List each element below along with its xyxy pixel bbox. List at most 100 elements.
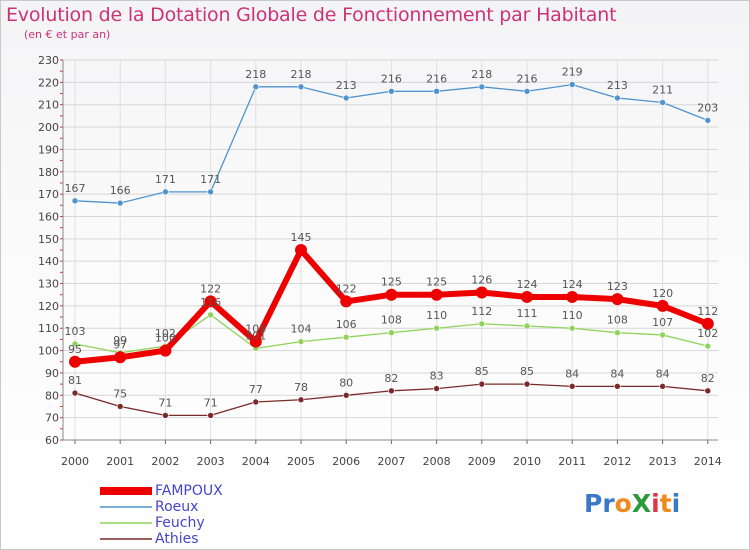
data-point-fampoux-2007	[385, 288, 398, 301]
data-label-roeux-2012: 213	[607, 79, 628, 92]
data-point-fampoux-2014	[701, 317, 714, 330]
data-point-fampoux-2008	[430, 288, 443, 301]
data-point-roeux-2012	[614, 94, 621, 102]
x-tick-label-2014: 2014	[694, 455, 722, 468]
legend-label-athies: Athies	[155, 531, 199, 547]
logo-letter: t	[659, 489, 672, 518]
logo-letter: i	[651, 489, 660, 518]
data-point-fampoux-2010	[521, 290, 533, 303]
data-point-roeux-2006	[342, 94, 350, 102]
data-point-athies-2014	[704, 387, 712, 395]
x-tick-label-2005: 2005	[287, 455, 315, 468]
data-labels: 167 166 171 171 218 218 213 216 216 218 216 219 213 2…	[65, 66, 719, 410]
data-label-fampoux-2011: 124	[562, 278, 583, 291]
x-tick-label-2008: 2008	[423, 455, 451, 468]
y-tick-label-110: 110	[38, 322, 59, 335]
data-point-feuchy-2008	[433, 324, 440, 332]
y-tick-label-200: 200	[38, 121, 59, 134]
data-point-roeux-2004	[252, 83, 260, 91]
data-label-feuchy-2002: 102	[155, 327, 176, 340]
chart-subtitle: (en € et par an)	[24, 28, 111, 41]
chart-title: Evolution de la Dotation Globale de Fonc…	[6, 4, 617, 26]
y-tick-label-60: 60	[45, 434, 59, 447]
data-label-roeux-2013: 211	[652, 83, 673, 96]
data-label-athies-2014: 82	[701, 372, 715, 385]
data-point-athies-2001	[116, 403, 124, 410]
data-label-roeux-2002: 171	[155, 173, 176, 186]
data-point-roeux-2009	[478, 83, 486, 91]
data-label-athies-2007: 82	[384, 372, 398, 385]
legend-label-feuchy: Feuchy	[155, 515, 205, 531]
data-label-roeux-2004: 218	[245, 68, 266, 81]
data-point-feuchy-2014	[704, 342, 712, 350]
logo-letter: P	[584, 489, 603, 518]
data-point-feuchy-2011	[568, 324, 576, 332]
data-label-fampoux-2006: 122	[336, 282, 357, 295]
y-tick-label-230: 230	[38, 54, 59, 67]
data-point-fampoux-2009	[475, 286, 488, 299]
data-point-athies-2005	[297, 396, 305, 404]
data-label-roeux-2000: 167	[65, 182, 86, 195]
y-tick-label-70: 70	[45, 412, 59, 425]
data-point-athies-2009	[478, 380, 486, 388]
data-label-feuchy-2007: 108	[381, 314, 402, 327]
data-label-roeux-2011: 219	[562, 66, 583, 79]
data-point-athies-2008	[433, 385, 440, 392]
data-label-roeux-2001: 166	[110, 184, 131, 197]
data-point-athies-2004	[252, 398, 260, 406]
data-label-athies-2010: 85	[520, 365, 534, 378]
y-tick-label-190: 190	[38, 143, 59, 156]
data-label-athies-2002: 71	[158, 396, 172, 409]
data-point-roeux-2007	[388, 87, 395, 95]
data-label-athies-2009: 85	[475, 365, 489, 378]
data-label-roeux-2003: 171	[200, 173, 221, 186]
data-label-feuchy-2014: 102	[697, 327, 718, 340]
data-point-roeux-2000	[71, 197, 79, 205]
data-label-feuchy-2010: 111	[517, 307, 538, 320]
data-label-athies-2005: 78	[294, 381, 308, 394]
data-point-feuchy-2007	[388, 329, 395, 337]
x-tick-label-2011: 2011	[558, 455, 586, 468]
data-label-feuchy-2001: 99	[113, 334, 127, 347]
data-point-feuchy-2003	[207, 311, 214, 319]
data-point-roeux-2001	[116, 199, 124, 207]
y-tick-label-80: 80	[45, 389, 59, 402]
data-point-fampoux-2005	[295, 244, 307, 256]
data-point-athies-2013	[659, 383, 666, 390]
data-label-roeux-2008: 216	[426, 72, 447, 85]
data-label-roeux-2014: 203	[697, 101, 718, 114]
data-point-fampoux-2001	[114, 351, 127, 364]
data-point-athies-2000	[71, 389, 79, 397]
data-label-fampoux-2002: 100	[155, 332, 176, 345]
y-tick-label-220: 220	[38, 76, 59, 89]
data-label-fampoux-2014: 112	[697, 305, 718, 318]
x-tick-label-2013: 2013	[649, 455, 677, 468]
logo-letter: r	[602, 489, 615, 518]
y-tick-label-130: 130	[38, 278, 59, 291]
data-label-roeux-2010: 216	[517, 72, 538, 85]
data-point-roeux-2013	[659, 99, 666, 106]
data-point-athies-2012	[614, 383, 621, 390]
y-tick-label-100: 100	[38, 345, 59, 358]
legend-label-fampoux: FAMPOUX	[155, 483, 223, 499]
x-tick-label-2001: 2001	[106, 455, 134, 468]
data-point-fampoux-2003	[204, 295, 217, 308]
data-label-feuchy-2013: 107	[652, 316, 673, 329]
y-tick-label-210: 210	[38, 99, 59, 112]
data-point-roeux-2003	[207, 188, 214, 196]
data-label-feuchy-2003: 116	[200, 296, 221, 309]
data-label-fampoux-2001: 97	[113, 338, 127, 351]
data-label-fampoux-2005: 145	[291, 231, 312, 244]
data-label-athies-2008: 83	[430, 370, 444, 383]
data-point-fampoux-2012	[611, 293, 624, 306]
y-tick-label-170: 170	[38, 188, 59, 201]
data-point-feuchy-2010	[523, 322, 531, 330]
data-label-feuchy-2000: 103	[65, 325, 86, 338]
data-point-athies-2011	[568, 383, 576, 390]
data-label-feuchy-2004: 101	[245, 329, 266, 342]
x-tick-label-2004: 2004	[242, 455, 270, 468]
data-label-fampoux-2007: 125	[381, 276, 402, 289]
data-label-fampoux-2013: 120	[652, 287, 673, 300]
